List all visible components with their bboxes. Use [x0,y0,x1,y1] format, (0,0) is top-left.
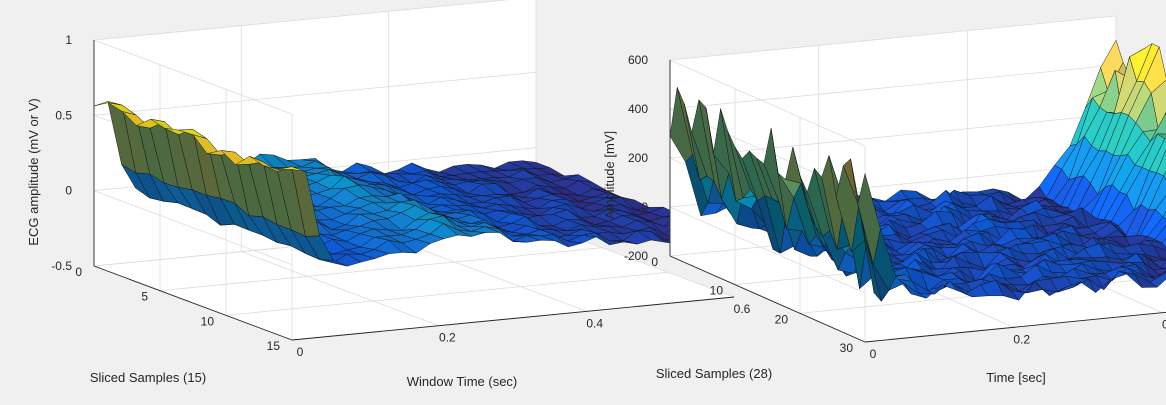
y-axis-line [93,265,293,341]
surface-patch [1161,238,1166,249]
x-axis-line [864,311,1166,343]
chart1-y-axis-label: Sliced Samples (15) [90,370,206,385]
chart2-z-axis-label: Amplitude [mV] [602,131,617,219]
z-tick-label: 400 [628,102,648,116]
surface-patch [277,166,307,172]
x-tick-label: 0.4 [586,316,603,330]
x-tick-label: 0.6 [734,302,751,316]
z-tick-label: 1 [65,33,72,47]
z-tick-label: -0.5 [51,259,72,273]
x-tick-label: 0.4 [1162,318,1166,332]
z-tick-label: 0 [641,200,648,214]
y-axis-line [669,255,866,343]
y-tick-label: 20 [775,312,789,326]
chart2-y-axis-label: Sliced Samples (28) [656,366,772,381]
chart2-axes [669,60,1166,343]
y-tick-label: 0 [75,265,82,279]
x-tick-label: 0 [870,347,877,361]
y-tick-label: 15 [267,339,281,353]
chart2-x-axis-label: Time [sec] [986,370,1045,385]
z-tick-label: 0 [65,184,72,198]
z-tick-label: 0.5 [55,108,72,122]
z-tick-label: 600 [628,53,648,67]
surface-patch [1163,170,1166,181]
chart2-surface [669,40,1166,302]
chart1-z-axis-label: ECG amplitude (mV or V) [26,98,41,245]
y-tick-label: 5 [141,290,148,304]
x-tick-label: 0.2 [1013,332,1030,346]
y-tick-label: 0 [651,255,658,269]
surface-patch [1162,210,1166,219]
z-tick-label: 200 [628,151,648,165]
x-axis-line [291,296,735,341]
surface-patch [857,173,881,265]
z-tick-label: -200 [624,249,648,263]
y-tick-label: 30 [840,341,854,355]
y-tick-label: 10 [201,314,215,328]
chart1-x-axis-label: Window Time (sec) [407,374,518,389]
chart1-surface [93,101,735,267]
x-tick-label: 0.2 [439,331,456,345]
chart1-axes [93,40,735,341]
x-tick-label: 0 [297,345,304,359]
y-tick-label: 10 [710,284,724,298]
